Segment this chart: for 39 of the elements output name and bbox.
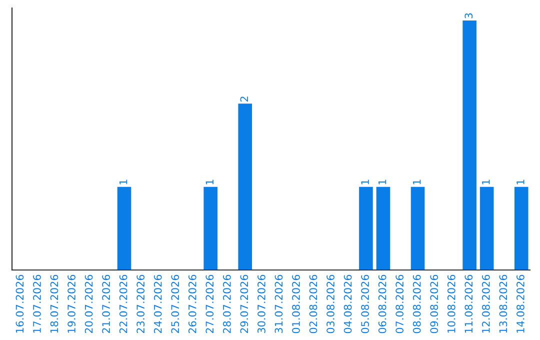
x-tick-label: 02.08.2026 xyxy=(309,274,318,334)
x-tick-label: 28.07.2026 xyxy=(222,274,231,334)
x-tick-label: 04.08.2026 xyxy=(344,274,352,334)
x-tick-label: 30.07.2026 xyxy=(258,274,266,334)
x-tick-label: 01.08.2026 xyxy=(292,274,300,334)
x-tick-label: 16.07.2026 xyxy=(16,274,24,333)
x-tick-label: 18.07.2026 xyxy=(50,274,58,333)
x-tick-label: 23.07.2026 xyxy=(136,274,145,334)
x-tick-label: 21.07.2026 xyxy=(102,274,110,334)
x-tick-label: 08.08.2026 xyxy=(412,274,421,334)
x-tick-label: 24.07.2026 xyxy=(154,274,162,334)
x-tick-label: 13.08.2026 xyxy=(499,274,508,333)
x-tick-label: 19.07.2026 xyxy=(68,274,76,333)
x-tick-label: 10.08.2026 xyxy=(447,274,456,333)
data-label: 1 xyxy=(361,180,369,184)
x-tick-label: 29.07.2026 xyxy=(240,274,248,334)
x-tick-label: 22.07.2026 xyxy=(119,274,128,334)
x-tick-label: 27.07.2026 xyxy=(206,274,214,334)
x-tick-label: 26.07.2026 xyxy=(188,274,196,334)
x-tick-label: 17.07.2026 xyxy=(33,274,41,333)
data-label: 1 xyxy=(120,180,128,184)
x-tick-label: 03.08.2026 xyxy=(326,274,334,334)
data-label: 2 xyxy=(240,96,248,102)
x-tick-label: 09.08.2026 xyxy=(430,274,438,334)
x-tick-label: 06.08.2026 xyxy=(378,274,386,334)
x-tick-label: 31.07.2026 xyxy=(274,274,283,334)
data-label: 1 xyxy=(413,180,421,184)
x-tick-label: 25.07.2026 xyxy=(171,274,180,334)
x-tick-label: 11.08.2026 xyxy=(464,274,473,333)
data-label: 1 xyxy=(516,180,524,184)
data-label: 3 xyxy=(464,13,473,18)
data-label: 1 xyxy=(482,180,490,184)
x-tick-label: 20.07.2026 xyxy=(84,274,93,334)
x-tick-label: 05.08.2026 xyxy=(361,274,369,334)
data-label: 1 xyxy=(206,180,214,184)
x-tick-label: 07.08.2026 xyxy=(396,274,404,334)
data-label: 1 xyxy=(378,180,386,184)
x-tick-label: 12.08.2026 xyxy=(482,274,490,333)
x-tick-label: 14.08.2026 xyxy=(516,274,524,333)
